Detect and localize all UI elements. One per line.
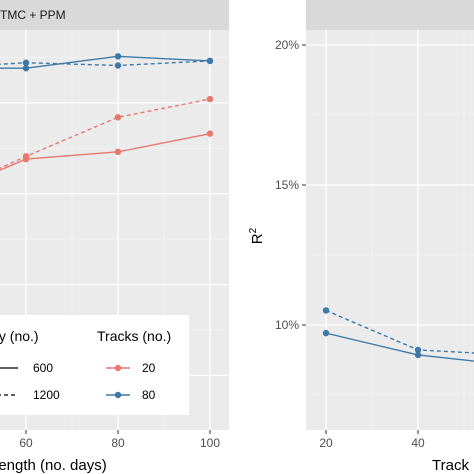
y-axis-title-base: R	[249, 233, 266, 244]
legend-label-tracks-20: 20	[142, 361, 156, 375]
left-strip-label: TMC + PPM	[0, 8, 66, 22]
series-line-tracks-20-fishery-600	[0, 132, 211, 171]
legend-key-point-tracks-20	[114, 364, 122, 372]
legend: Fishery (no.) Tracks (no.) 600 1200 20 80	[0, 315, 189, 415]
data-point	[414, 346, 422, 354]
x-tick-label: 80	[111, 436, 125, 450]
y-tick-label: 15%	[275, 178, 299, 192]
right-strip	[306, 0, 474, 30]
legend-items: 600 1200 20 80	[0, 361, 156, 402]
left-x-axis-title: length (no. days)	[0, 457, 107, 474]
y-axis-title-superscript: 2	[248, 227, 259, 233]
data-point	[22, 64, 30, 72]
left-strip	[0, 0, 229, 30]
right-plot-panel	[306, 30, 474, 430]
left-series-lines	[0, 55, 211, 171]
right-facet: 10%15%20% 20 40 R2 Track	[248, 0, 474, 474]
data-point	[22, 153, 30, 160]
legend-label-fishery-1200: 1200	[33, 388, 60, 402]
x-tick-label: 60	[19, 436, 33, 450]
right-x-axis-title: Track	[432, 457, 469, 474]
legend-label-tracks-80: 80	[142, 388, 156, 402]
y-tick-label: 20%	[275, 38, 299, 52]
legend-background	[0, 315, 189, 415]
data-point	[114, 53, 122, 60]
left-series-points	[22, 53, 214, 163]
legend-fishery-title: Fishery (no.)	[0, 328, 39, 344]
data-point	[206, 130, 214, 137]
data-point	[414, 351, 422, 359]
data-point	[114, 148, 122, 156]
legend-label-fishery-600: 600	[33, 361, 53, 375]
right-y-ticks: 10% 15% 20%	[275, 38, 306, 332]
x-tick-label: 20	[319, 436, 333, 450]
data-point	[322, 307, 330, 314]
legend-tracks-title: Tracks (no.)	[97, 328, 171, 344]
right-x-ticks: 20 40	[319, 430, 425, 450]
data-point	[22, 59, 30, 66]
right-gridlines	[306, 30, 474, 430]
data-point	[206, 95, 214, 103]
right-y-axis-title: R2	[248, 227, 266, 244]
x-tick-label: 40	[411, 436, 425, 450]
y-tick-label: 10%	[275, 318, 299, 332]
data-point	[114, 62, 122, 69]
legend-key-point-tracks-80	[114, 391, 122, 399]
series-line-tracks-20-fishery-1200	[0, 98, 211, 169]
left-x-ticks: 60 80 100	[19, 430, 220, 450]
data-point	[206, 57, 214, 65]
data-point	[322, 329, 330, 337]
series-line-tracks-80-fishery-600	[0, 55, 211, 69]
right-series-points	[322, 307, 422, 359]
data-point	[114, 114, 122, 121]
x-tick-label: 100	[200, 436, 220, 450]
